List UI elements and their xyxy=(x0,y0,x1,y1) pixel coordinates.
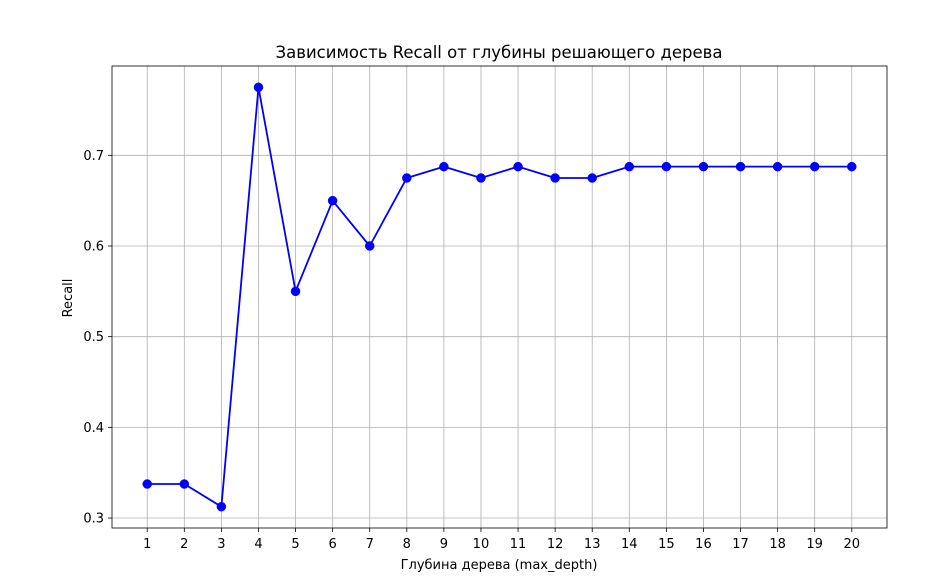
recall-series-line xyxy=(147,86,852,508)
y-tick-label: 0.5 xyxy=(83,330,104,345)
x-tick-label: 17 xyxy=(732,537,749,552)
axes-layer: 1 2 3 4 5 6 7 8 9 10 11 12 13 14 15 16 17 18 19 200.30.40.5… xyxy=(83,65,888,552)
plot-frame xyxy=(111,65,888,529)
x-tick-label: 6 xyxy=(328,537,336,552)
x-tick-label: 3 xyxy=(217,537,225,552)
series-layer xyxy=(142,82,857,512)
x-tick-label: 18 xyxy=(769,537,786,552)
y-tick-label: 0.3 xyxy=(83,512,104,527)
recall-data-point xyxy=(327,195,338,206)
recall-data-point xyxy=(402,173,412,183)
x-tick-label: 15 xyxy=(658,537,675,552)
x-tick-label: 8 xyxy=(403,537,411,552)
recall-data-point xyxy=(216,501,227,512)
y-tick-label: 0.6 xyxy=(83,239,104,254)
x-tick-label: 12 xyxy=(547,537,564,552)
grid-layer xyxy=(112,66,887,528)
chart-title: Зависимость Recall от глубины решающего … xyxy=(276,43,723,62)
x-tick-label: 7 xyxy=(366,537,374,552)
x-tick-label: 13 xyxy=(584,537,601,552)
recall-data-point xyxy=(809,161,820,172)
x-axis-label: Глубина дерева (max_depth) xyxy=(401,558,598,573)
x-tick-label: 14 xyxy=(621,537,638,552)
recall-data-point xyxy=(179,479,190,489)
x-tick-label: 9 xyxy=(440,537,448,552)
x-tick-label: 19 xyxy=(806,537,823,552)
x-tick-label: 5 xyxy=(291,537,299,552)
y-tick-label: 0.4 xyxy=(83,421,104,436)
recall-data-point xyxy=(513,161,523,172)
recall-data-point xyxy=(476,173,486,183)
recall-data-point xyxy=(253,82,264,93)
recall-data-point xyxy=(847,161,857,172)
recall-data-point xyxy=(142,479,152,489)
x-tick-label: 16 xyxy=(695,537,712,552)
x-tick-label: 11 xyxy=(510,537,527,552)
recall-data-point xyxy=(698,161,709,172)
recall-data-point xyxy=(735,161,746,172)
recall-data-point xyxy=(661,161,672,172)
y-axis-label: Recall xyxy=(61,279,76,318)
recall-data-point xyxy=(550,173,560,183)
recall-data-point xyxy=(587,173,597,183)
recall-data-point xyxy=(624,161,635,172)
recall-data-point xyxy=(290,286,301,297)
x-tick-label: 20 xyxy=(843,537,860,552)
y-tick-label: 0.7 xyxy=(83,149,104,164)
recall-data-point xyxy=(772,161,783,172)
x-tick-label: 4 xyxy=(254,537,262,552)
x-tick-label: 1 xyxy=(143,537,151,552)
x-tick-label: 10 xyxy=(473,537,490,552)
recall-data-point xyxy=(364,241,375,251)
x-tick-label: 2 xyxy=(180,537,188,552)
recall-data-point xyxy=(439,161,449,172)
